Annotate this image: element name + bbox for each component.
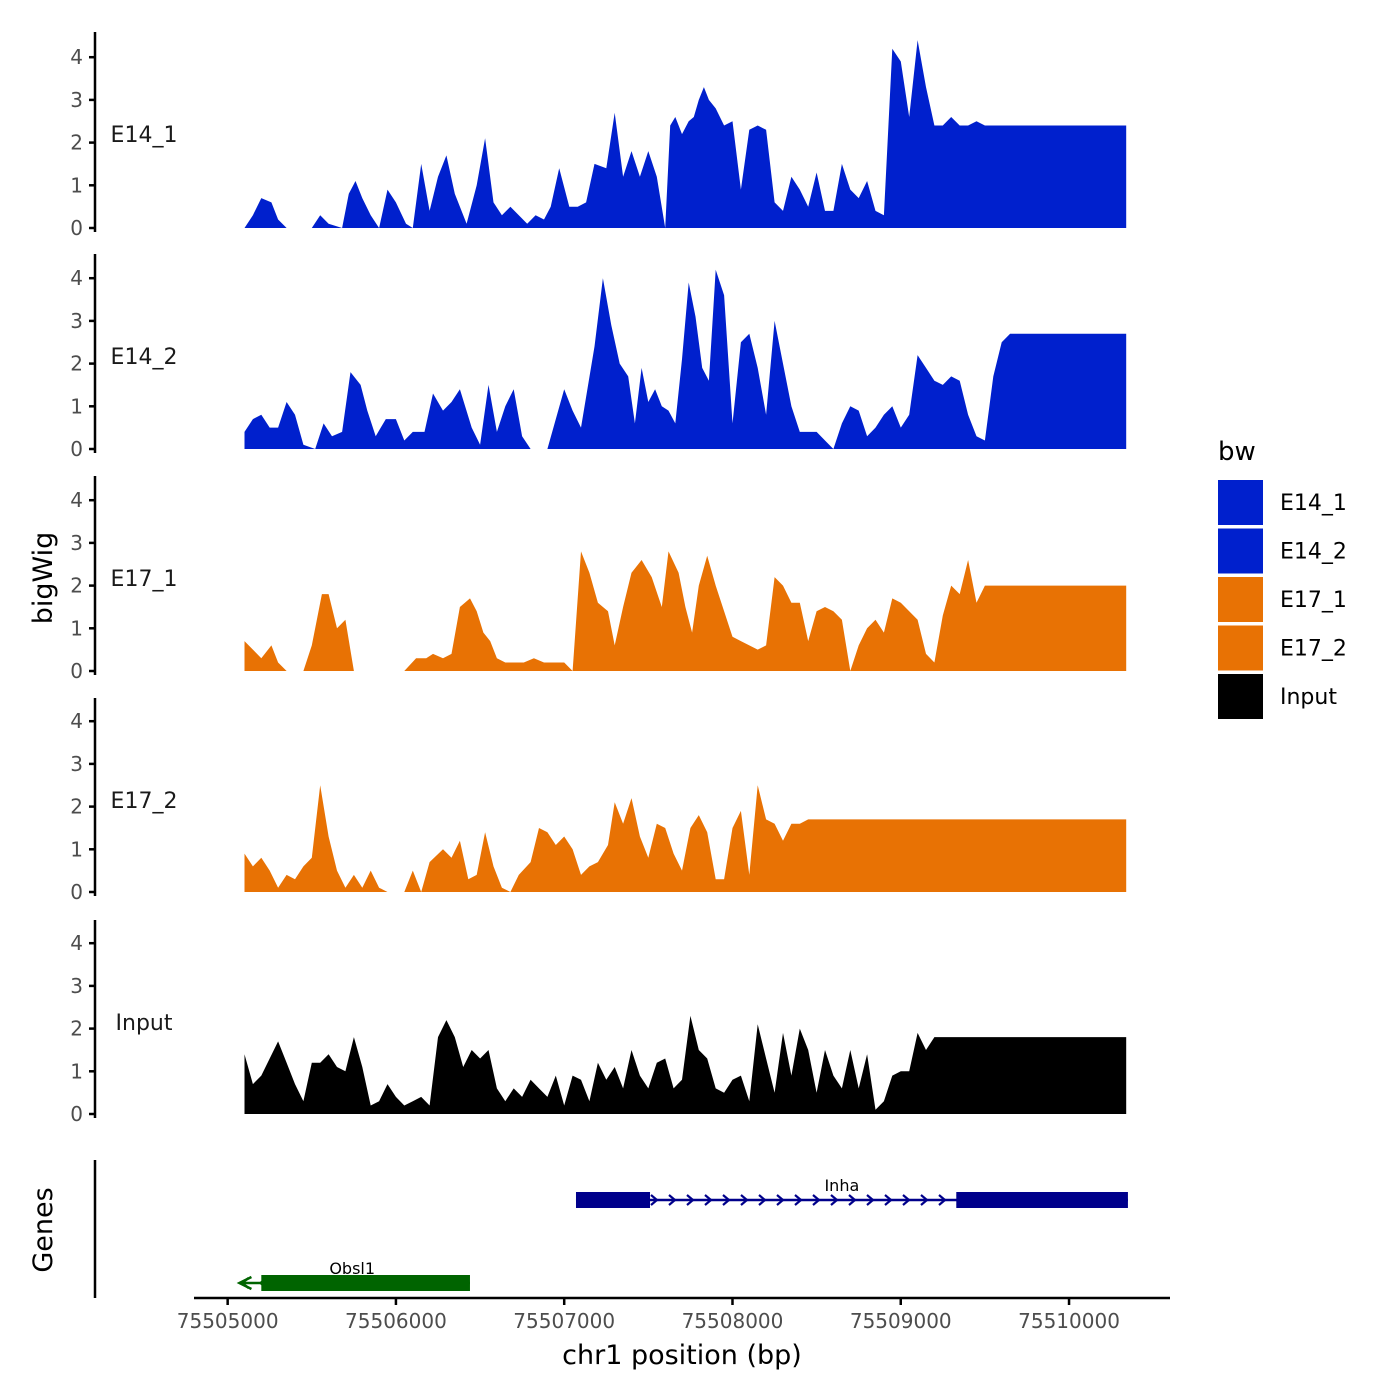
strand-chevron [776, 1194, 785, 1206]
strand-chevron [830, 1194, 839, 1206]
track-E17_1: 0 1 2 3 4 E17_1 [70, 476, 1127, 683]
y-tick-label: 3 [70, 974, 83, 998]
strand-chevron [938, 1194, 947, 1206]
y-tick-label: 4 [70, 45, 83, 69]
legend-label-E14_1: E14_1 [1280, 491, 1347, 516]
track-E14_2: 0 1 2 3 4 E14_2 [70, 254, 1127, 461]
y-tick-label: 2 [70, 795, 83, 819]
y-tick-label: 1 [70, 1059, 83, 1083]
legend-swatch-Input [1218, 674, 1263, 719]
y-tick-label: 2 [70, 1017, 83, 1041]
x-axis: 75505000 75506000 75507000 75508000 75509000… [177, 1296, 1170, 1333]
x-tick-label: 75506000 [345, 1309, 447, 1333]
y-tick-label: 0 [70, 1102, 83, 1126]
strand-chevron [902, 1194, 911, 1206]
y-tick-label: 2 [70, 131, 83, 155]
strand-chevron [848, 1194, 857, 1206]
track-Input: 0 1 2 3 4 Input [70, 920, 1127, 1126]
strand-chevron [920, 1194, 929, 1206]
y-tick-label: 1 [70, 616, 83, 640]
signal-area-E14_1-0 [244, 198, 287, 228]
y-tick-label: 1 [70, 837, 83, 861]
y-axis-title-bigwig: bigWig [28, 532, 59, 625]
exon-Inha-1 [956, 1192, 1128, 1208]
x-tick-label: 75510000 [1018, 1309, 1120, 1333]
gene-label-Inha: Inha [824, 1176, 859, 1195]
signal-area-E17_2-1 [404, 785, 1127, 892]
strand-chevron [722, 1194, 731, 1206]
legend-swatch-E17_1 [1218, 577, 1263, 622]
signal-area-E17_1-0 [244, 641, 287, 671]
y-tick-label: 3 [70, 752, 83, 776]
strand-arrowhead [236, 1275, 252, 1291]
strand-chevron [650, 1194, 659, 1206]
signal-area-E17_1-1 [303, 551, 1127, 671]
x-axis-title: chr1 position (bp) [562, 1340, 802, 1371]
track-label-E17_1: E17_1 [111, 567, 178, 592]
y-tick-label: 4 [70, 709, 83, 733]
strand-chevron [686, 1194, 695, 1206]
y-tick-label: 0 [70, 437, 83, 461]
gene-track: Inha Obsl1 [93, 1160, 1128, 1298]
signal-area-E14_1-1 [311, 40, 1127, 228]
strand-chevron [704, 1194, 713, 1206]
y-tick-label: 3 [70, 88, 83, 112]
legend-label-Input: Input [1280, 685, 1337, 710]
legend-label-E14_2: E14_2 [1280, 540, 1347, 565]
y-axis-title-genes: Genes [28, 1187, 59, 1272]
y-tick-label: 2 [70, 352, 83, 376]
strand-chevron [866, 1194, 875, 1206]
signal-area-E17_2-0 [244, 785, 388, 892]
gene-label-Obsl1: Obsl1 [329, 1259, 375, 1278]
gene-Obsl1: Obsl1 [236, 1259, 470, 1291]
y-tick-label: 2 [70, 574, 83, 598]
track-E14_1: 0 1 2 3 4 E14_1 [70, 32, 1127, 240]
strand-chevron [884, 1194, 893, 1206]
y-tick-label: 1 [70, 394, 83, 418]
y-tick-label: 3 [70, 531, 83, 555]
track-E17_2: 0 1 2 3 4 E17_2 [70, 698, 1127, 904]
gene-Inha: Inha [575, 1176, 1128, 1208]
track-label-E17_2: E17_2 [111, 789, 178, 814]
strand-chevron [758, 1194, 767, 1206]
exon-Inha-0 [575, 1192, 651, 1208]
x-tick-label: 75509000 [850, 1309, 952, 1333]
legend-label-E17_2: E17_2 [1280, 637, 1347, 662]
legend-label-E17_1: E17_1 [1280, 588, 1347, 613]
legend-swatch-E17_2 [1218, 625, 1263, 671]
x-tick-label: 75505000 [177, 1309, 279, 1333]
legend-title: bw [1218, 437, 1256, 467]
y-tick-label: 4 [70, 931, 83, 955]
y-tick-label: 3 [70, 309, 83, 333]
signal-area-E14_2-0 [244, 372, 531, 449]
y-tick-label: 1 [70, 173, 83, 197]
x-tick-label: 75507000 [513, 1309, 615, 1333]
legend: bw E14_1 E14_2 E17_1 E17_2 Input [1218, 437, 1347, 719]
exon-Obsl1-0 [261, 1275, 470, 1291]
signal-area-E14_2-1 [547, 269, 1127, 449]
y-tick-label: 4 [70, 266, 83, 290]
strand-chevron [794, 1194, 803, 1206]
strand-chevron [740, 1194, 749, 1206]
y-tick-label: 0 [70, 659, 83, 683]
signal-tracks: 0 1 2 3 4 E14_1 0 1 2 3 4 E14_2 0 1 2 3 4 E17_1 0 1 2 3 4 E17_2… [70, 32, 1127, 1126]
strand-chevron [668, 1194, 677, 1206]
x-tick-label: 75508000 [682, 1309, 784, 1333]
track-label-Input: Input [116, 1011, 173, 1036]
legend-swatch-E14_1 [1218, 480, 1263, 525]
strand-chevron [812, 1194, 821, 1206]
track-label-E14_1: E14_1 [111, 123, 178, 148]
y-tick-label: 0 [70, 216, 83, 240]
legend-swatch-E14_2 [1218, 528, 1263, 574]
y-tick-label: 0 [70, 880, 83, 904]
track-label-E14_2: E14_2 [111, 345, 178, 370]
y-tick-label: 4 [70, 488, 83, 512]
signal-area-Input-0 [244, 1015, 1127, 1114]
